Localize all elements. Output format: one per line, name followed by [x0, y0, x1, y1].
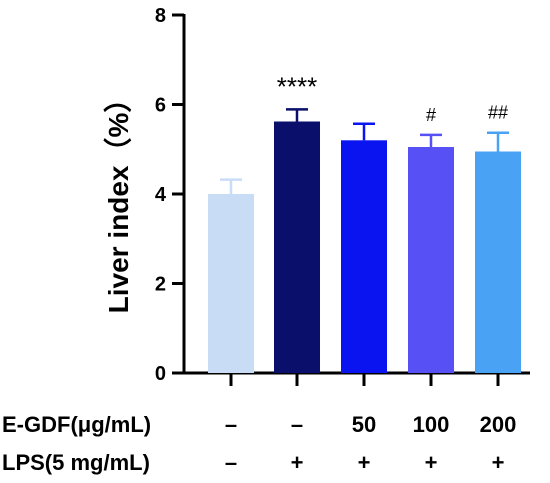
bar: [408, 147, 454, 373]
treatment-row-value: –: [225, 412, 237, 437]
y-axis-label: Liver index（%）: [102, 85, 134, 314]
y-tick-label: 0: [155, 363, 166, 385]
bar: [274, 121, 320, 373]
treatment-row-label: E-GDF(μg/mL): [2, 412, 151, 437]
bar: [208, 194, 254, 373]
significance-label: #: [426, 105, 436, 125]
treatment-row-value: +: [425, 450, 438, 475]
treatment-rows: E-GDF(μg/mL) – – 50 100 200 LPS(5 mg/mL) – + + + +: [2, 412, 516, 475]
treatment-row-value: +: [291, 450, 304, 475]
treatment-row-value: +: [492, 450, 505, 475]
bar: [475, 151, 521, 373]
treatment-row-value: –: [291, 412, 303, 437]
treatment-row-value: –: [225, 450, 237, 475]
significance-label: ##: [488, 103, 508, 123]
y-tick-label: 4: [155, 184, 167, 206]
treatment-row-label: LPS(5 mg/mL): [2, 450, 150, 475]
y-tick-label: 8: [155, 5, 166, 27]
bar: [341, 140, 387, 373]
y-tick-label: 6: [155, 95, 166, 117]
y-tick-label: 2: [155, 274, 166, 296]
treatment-row-value: +: [358, 450, 371, 475]
treatment-row-value: 50: [352, 412, 376, 437]
significance-label: ****: [277, 71, 317, 101]
treatment-row-value: 200: [480, 412, 517, 437]
treatment-row-value: 100: [413, 412, 450, 437]
bars: ****# ##: [208, 71, 521, 373]
